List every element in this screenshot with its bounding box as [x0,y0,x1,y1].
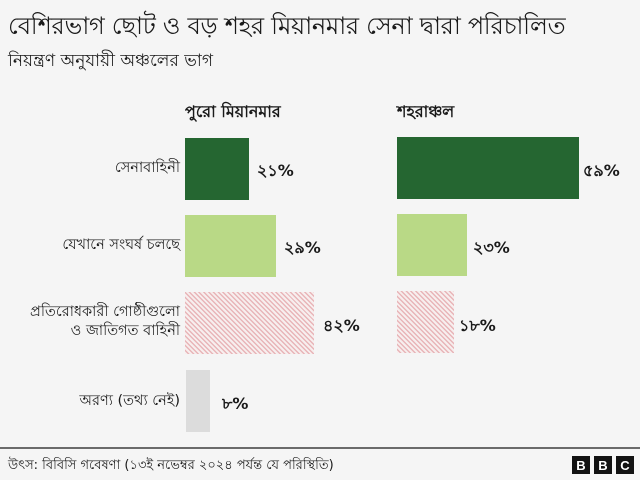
category-label-resistance-line2: ও জাতিগত বাহিনী [70,323,180,339]
bar-whole-army [185,138,249,200]
value-urban-conflict: ২৩% [473,238,510,257]
value-whole-conflict: ২৯% [284,238,321,257]
chart-subtitle: নিয়ন্ত্রণ অনুযায়ী অঞ্চলের ভাগ [8,51,213,71]
panel-title-whole-myanmar: পুরো মিয়ানমার [185,102,281,121]
footer-divider [0,447,640,449]
bbc-logo: B B C [572,456,634,474]
value-urban-army: ৫৯% [583,161,620,180]
category-label-army: সেনাবাহিনী [114,160,180,176]
bbc-logo-letter-1: B [572,456,590,474]
category-label-resistance-line1: প্রতিরোধকারী গোষ্ঠীগুলো [30,304,180,320]
bar-urban-resistance [397,291,454,353]
bar-whole-forest [186,370,210,432]
value-whole-forest: ৮% [222,394,249,413]
bar-urban-army [397,137,579,199]
source-note: উৎস: বিবিসি গবেষণা (১৩ই নভেম্বর ২০২৪ পর্… [8,458,334,473]
value-whole-army: ২১% [257,161,294,180]
panel-title-urban: শহরাঞ্চল [397,102,455,121]
bar-whole-resistance [185,292,314,354]
value-urban-resistance: ১৮% [459,316,496,335]
bar-urban-conflict [397,214,467,276]
category-label-forest: অরণ্য (তথ্য নেই) [79,393,180,409]
bar-whole-conflict [185,215,276,277]
bbc-logo-letter-2: B [594,456,612,474]
value-whole-resistance: ৪২% [323,316,360,335]
category-label-conflict: যেখানে সংঘর্ষ চলছে [62,237,180,253]
bbc-logo-letter-3: C [616,456,634,474]
chart-title: বেশিরভাগ ছোট ও বড় শহর মিয়ানমার সেনা দ্… [8,12,566,40]
category-label-resistance: প্রতিরোধকারী গোষ্ঠীগুলো ও জাতিগত বাহিনী [30,303,180,341]
